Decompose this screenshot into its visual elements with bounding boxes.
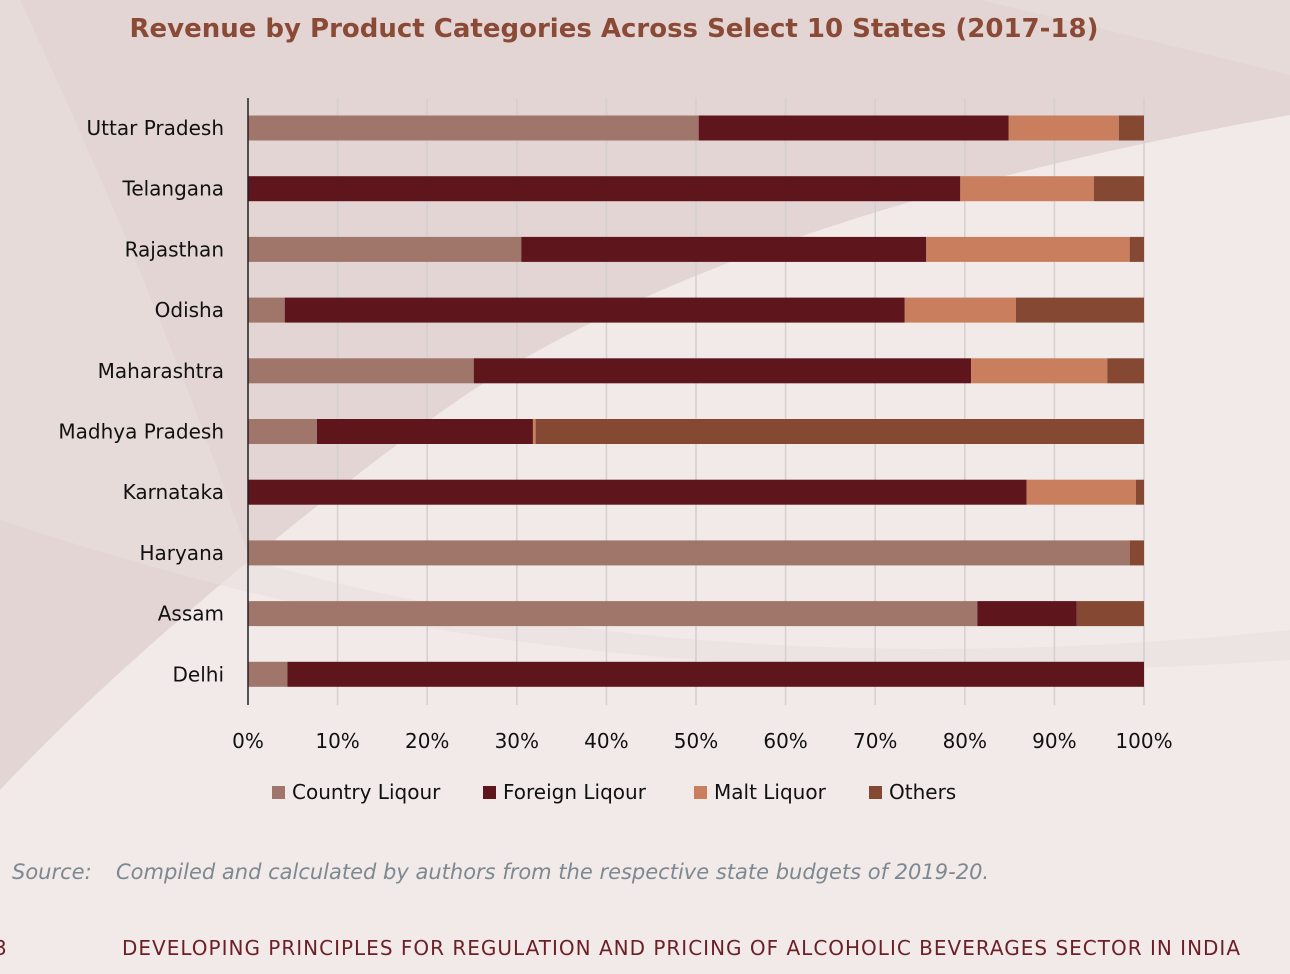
bar-segment <box>1118 115 1144 141</box>
y-category-label: Telangana <box>122 177 225 201</box>
bar-segment <box>1129 540 1144 566</box>
bar-segment <box>977 601 1077 627</box>
bar-segment <box>316 419 533 444</box>
bar-segment <box>926 236 1130 262</box>
legend-label: Malt Liquor <box>714 780 827 804</box>
bar-segment <box>1093 176 1144 202</box>
y-category-label: Delhi <box>173 662 225 686</box>
legend-label: Foreign Liqour <box>503 780 647 804</box>
y-category-label: Haryana <box>139 541 224 565</box>
bar-segment <box>532 419 536 444</box>
source-text: Compiled and calculated by authors from … <box>116 860 990 884</box>
bar-segment <box>521 236 927 262</box>
x-tick-label: 10% <box>315 729 359 753</box>
x-tick-label: 0% <box>232 729 264 753</box>
bar-segment <box>248 661 288 687</box>
y-category-label: Odisha <box>155 298 224 322</box>
legend-swatch <box>694 786 707 799</box>
bar-segment <box>248 236 522 262</box>
bar-segment <box>248 601 978 627</box>
bar-segment <box>1076 601 1144 627</box>
legend-swatch <box>483 786 496 799</box>
legend-swatch <box>272 786 285 799</box>
x-tick-label: 20% <box>405 729 449 753</box>
y-category-label: Uttar Pradesh <box>87 116 224 140</box>
bar-segment <box>248 297 285 323</box>
x-tick-label: 50% <box>674 729 718 753</box>
bar-segment <box>473 358 972 384</box>
bar-segment <box>287 661 1144 687</box>
chart-title: Revenue by Product Categories Across Sel… <box>129 14 1099 44</box>
page-number: 3 <box>0 936 7 960</box>
bar-segment <box>1107 358 1144 384</box>
bar-segment <box>960 176 1094 202</box>
bar-segment <box>248 176 961 202</box>
bar-segment <box>971 358 1108 384</box>
legend-label: Others <box>889 780 956 804</box>
footer-title: DEVELOPING PRINCIPLES FOR REGULATION AND… <box>122 936 1242 960</box>
x-tick-label: 100% <box>1115 729 1172 753</box>
x-tick-label: 60% <box>763 729 807 753</box>
bar-segment <box>698 115 1009 141</box>
x-tick-label: 30% <box>495 729 539 753</box>
legend-swatch <box>869 786 882 799</box>
bar-segment <box>1135 479 1144 505</box>
bar-segment <box>1129 236 1144 262</box>
bar-segment <box>248 419 317 444</box>
y-category-label: Rajasthan <box>125 237 224 261</box>
source-note: Source: Compiled and calculated by author… <box>12 860 989 884</box>
x-tick-label: 90% <box>1032 729 1076 753</box>
bar-segment <box>1008 115 1119 141</box>
y-category-label: Madhya Pradesh <box>58 420 224 444</box>
legend-label: Country Liqour <box>292 780 441 804</box>
bar-segment <box>535 419 1144 444</box>
x-tick-label: 70% <box>853 729 897 753</box>
y-category-label: Karnataka <box>123 480 224 504</box>
bar-segment <box>1026 479 1136 505</box>
x-tick-label: 40% <box>584 729 628 753</box>
bar-segment <box>904 297 1016 323</box>
bar-segment <box>248 479 1027 505</box>
source-label: Source: <box>12 860 92 884</box>
bar-segment <box>284 297 905 323</box>
bar-segment <box>248 358 474 384</box>
x-tick-label: 80% <box>943 729 987 753</box>
bar-segment <box>248 540 1130 566</box>
bar-segment <box>248 115 699 141</box>
bar-segment <box>1015 297 1144 323</box>
y-category-label: Assam <box>158 602 224 626</box>
y-category-label: Maharashtra <box>98 359 224 383</box>
